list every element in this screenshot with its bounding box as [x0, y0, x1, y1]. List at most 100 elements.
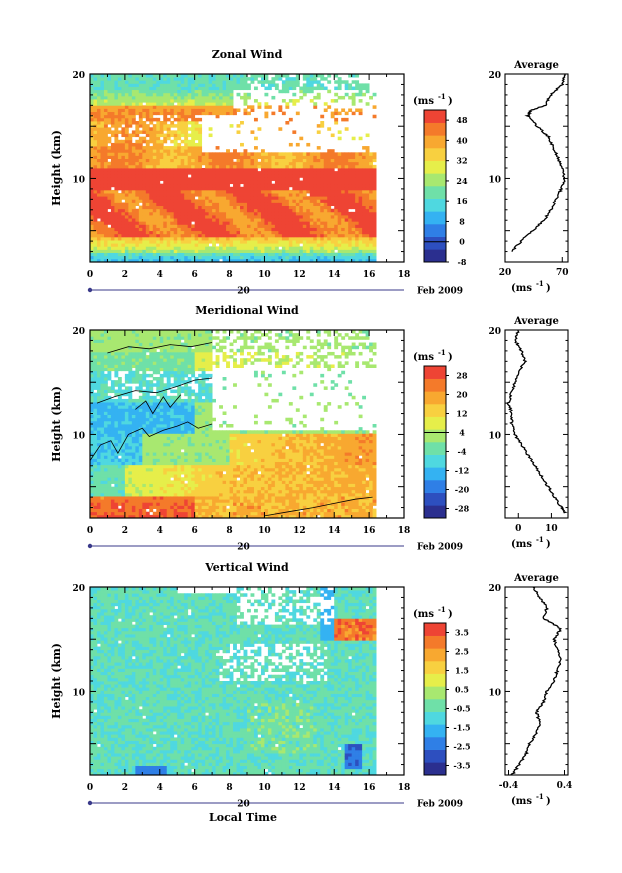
- heatmap-cell: [240, 202, 244, 206]
- heatmap-cell: [100, 508, 105, 513]
- heatmap-cell: [145, 199, 150, 203]
- heatmap-cell: [278, 236, 283, 241]
- heatmap-cell: [341, 211, 346, 216]
- heatmap-cell: [128, 402, 133, 406]
- heatmap-cell: [341, 224, 346, 228]
- heatmap-cell: [215, 111, 220, 116]
- heatmap-cell: [114, 74, 119, 78]
- heatmap-cell: [323, 171, 328, 175]
- heatmap-cell: [131, 433, 136, 437]
- heatmap-cell: [257, 215, 262, 219]
- heatmap-cell: [103, 171, 108, 175]
- heatmap-cell: [166, 230, 171, 235]
- heatmap-cell: [93, 86, 98, 91]
- heatmap-cell: [327, 233, 332, 238]
- heatmap-cell: [173, 111, 178, 116]
- heatmap-cell: [177, 218, 182, 222]
- heatmap-cell: [253, 152, 258, 156]
- heatmap-cell: [96, 108, 101, 112]
- heatmap-cell: [103, 514, 108, 519]
- heatmap-cell: [215, 95, 220, 100]
- heatmap-cell: [90, 149, 94, 153]
- heatmap-cell: [124, 180, 129, 185]
- heatmap-cell: [236, 227, 241, 232]
- heatmap-cell: [128, 236, 133, 241]
- heatmap-cell: [285, 177, 290, 181]
- heatmap-cell: [110, 102, 115, 106]
- heatmap-cell: [337, 227, 342, 232]
- heatmap-cell: [103, 114, 108, 119]
- heatmap-cell: [306, 205, 311, 210]
- heatmap-cell: [159, 240, 164, 244]
- heatmap-cell: [372, 202, 377, 206]
- heatmap-cell: [121, 408, 126, 412]
- heatmap-cell: [205, 196, 210, 200]
- heatmap-cell: [103, 330, 108, 334]
- heatmap-cell: [124, 146, 129, 150]
- heatmap-cell: [229, 255, 234, 260]
- heatmap-cell: [114, 236, 119, 241]
- heatmap-cell: [219, 246, 223, 250]
- heatmap-cell: [131, 183, 136, 188]
- heatmap-cell: [96, 355, 101, 359]
- heatmap-cell: [180, 230, 185, 235]
- heatmap-cell: [124, 193, 129, 197]
- heatmap-cell: [128, 215, 133, 219]
- heatmap-cell: [222, 240, 227, 244]
- heatmap-cell: [128, 142, 133, 147]
- heatmap-cell: [320, 174, 325, 178]
- heatmap-cell: [236, 252, 241, 257]
- heatmap-cell: [253, 236, 258, 241]
- heatmap-cell: [170, 86, 175, 91]
- heatmap-cell: [362, 218, 367, 222]
- y-tick-label: 20: [72, 71, 85, 81]
- heatmap-cell: [299, 246, 304, 250]
- heatmap-cell: [142, 189, 147, 194]
- heatmap-cell: [107, 364, 112, 368]
- heatmap-cell: [110, 89, 115, 94]
- heatmap-cell: [93, 477, 98, 481]
- heatmap-cell: [145, 117, 150, 122]
- heatmap-cell: [236, 92, 241, 97]
- heatmap-cell: [264, 202, 269, 206]
- heatmap-cell: [191, 99, 196, 103]
- heatmap-cell: [212, 252, 216, 257]
- heatmap-cell: [121, 492, 126, 497]
- heatmap-cell: [309, 218, 314, 222]
- heatmap-cell: [121, 427, 126, 431]
- heatmap-cell: [337, 199, 342, 203]
- heatmap-cell: [243, 240, 248, 244]
- heatmap-cell: [191, 133, 196, 138]
- heatmap-cell: [309, 205, 314, 210]
- heatmap-cell: [229, 174, 234, 178]
- heatmap-cell: [250, 177, 255, 181]
- heatmap-cell: [110, 105, 115, 109]
- heatmap-cell: [163, 246, 168, 250]
- heatmap-cell: [330, 180, 335, 185]
- heatmap-cell: [253, 74, 258, 78]
- heatmap-cell: [124, 480, 129, 484]
- heatmap-cell: [257, 258, 262, 263]
- heatmap-cell: [107, 86, 112, 91]
- heatmap-cell: [128, 92, 133, 97]
- heatmap-cell: [107, 348, 112, 353]
- heatmap-cell: [226, 155, 230, 159]
- heatmap-cell: [100, 499, 105, 503]
- heatmap-cell: [267, 183, 272, 188]
- colorbar-swatch: [424, 211, 446, 225]
- heatmap-cell: [250, 233, 255, 238]
- heatmap-cell: [103, 258, 108, 263]
- heatmap-cell: [131, 211, 136, 216]
- heatmap-cell: [138, 414, 143, 419]
- heatmap-cell: [96, 477, 101, 481]
- heatmap-cell: [320, 258, 325, 263]
- heatmap-cell: [117, 361, 122, 365]
- heatmap-cell: [215, 240, 220, 244]
- heatmap-cell: [177, 211, 182, 216]
- heatmap-cell: [212, 246, 216, 250]
- heatmap-cell: [292, 164, 297, 169]
- heatmap-cell: [166, 105, 171, 109]
- heatmap-cell: [138, 186, 143, 191]
- heatmap-cell: [177, 183, 182, 188]
- heatmap-cell: [135, 83, 140, 87]
